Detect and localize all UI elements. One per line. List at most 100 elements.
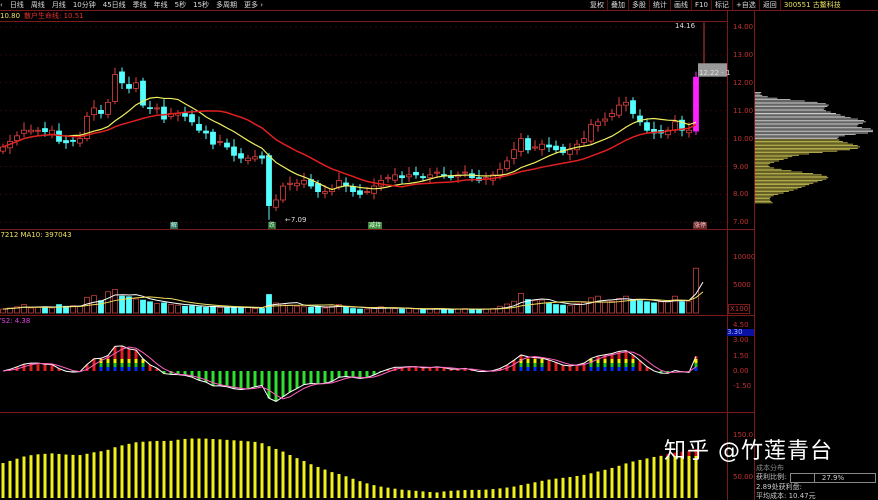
oscillator-bar	[316, 371, 320, 384]
bottom-bar	[281, 451, 285, 498]
bottom-bar	[134, 442, 138, 498]
candle-body	[602, 118, 608, 122]
bottom-bar	[155, 440, 159, 498]
oscillator-bar	[36, 363, 40, 371]
event-tag[interactable]: 跌	[268, 222, 277, 229]
volume-bar	[189, 305, 195, 314]
volume-bar	[637, 300, 643, 314]
oscillator-band	[603, 367, 607, 371]
action-button[interactable]: 复权	[587, 0, 608, 10]
bottom-bar	[491, 489, 495, 498]
oscillator-band	[141, 367, 145, 371]
candle-body	[399, 175, 405, 179]
bottom-bar	[274, 448, 278, 498]
axis-tick-label: 12.00	[733, 78, 754, 87]
event-tag[interactable]: 减持	[368, 222, 383, 229]
oscillator-band	[519, 363, 523, 367]
volume-bar	[224, 307, 230, 314]
action-button[interactable]: 标记	[712, 0, 733, 10]
candle-body	[189, 114, 195, 123]
candle-body	[84, 115, 90, 139]
period-tab[interactable]: 多周期	[216, 1, 238, 9]
bottom-bar	[659, 456, 663, 498]
bottom-bar-top	[694, 449, 698, 456]
candle-body	[98, 110, 104, 114]
period-tab[interactable]: 年线	[153, 1, 168, 9]
candle-body	[392, 174, 398, 181]
bottom-bar	[673, 456, 677, 498]
candle-body	[350, 186, 356, 193]
period-tab[interactable]: 10分钟	[72, 1, 96, 9]
oscillator-bar	[547, 359, 551, 371]
oscillator-bar	[659, 371, 663, 374]
action-button[interactable]: 多股	[629, 0, 650, 10]
period-tab[interactable]: 更多 ›	[244, 1, 264, 9]
oscillator-band	[540, 359, 544, 363]
candle-body	[210, 131, 216, 145]
oscillator-band	[596, 363, 600, 367]
oscillator-bar	[218, 371, 222, 386]
candle-body	[154, 107, 160, 110]
period-tab[interactable]: 月线	[51, 1, 66, 9]
bottom-bar	[309, 464, 313, 498]
bottom-bar	[568, 477, 572, 498]
event-tag[interactable]: 涨停	[693, 222, 708, 229]
oscillator-bar	[372, 371, 376, 376]
volume-bar	[539, 299, 545, 314]
candle-body	[91, 107, 97, 116]
candle-body	[273, 199, 279, 208]
bottom-bar	[645, 458, 649, 498]
volume-bar	[364, 308, 370, 314]
action-button[interactable]: 返回	[760, 0, 781, 10]
bottom-bar	[176, 439, 180, 498]
oscillator-bar	[295, 371, 299, 389]
bottom-bar	[519, 485, 523, 498]
period-tab[interactable]: 日线	[9, 1, 24, 9]
oscillator-bar	[358, 371, 362, 379]
candle-body	[266, 155, 272, 206]
action-button[interactable]: 统计	[650, 0, 671, 10]
action-button[interactable]: 叠加	[608, 0, 629, 10]
period-tab[interactable]: 季线	[132, 1, 147, 9]
volume-bar	[126, 296, 132, 314]
oscillator-band	[624, 359, 628, 363]
candle-body	[112, 74, 118, 102]
bottom-bar	[582, 474, 586, 498]
period-tab[interactable]: 45日线	[102, 1, 126, 9]
bottom-bar	[638, 459, 642, 498]
volume-bar	[616, 298, 622, 314]
bottom-bar	[120, 445, 124, 498]
oscillator-band	[134, 359, 138, 363]
action-button[interactable]: F10	[692, 0, 712, 10]
period-tab[interactable]: 周线	[30, 1, 45, 9]
candle-body	[203, 130, 209, 134]
oscillator-band	[610, 359, 614, 363]
oscillator-bar	[470, 369, 474, 371]
oscillator-band	[694, 359, 698, 363]
candle-body	[196, 123, 202, 131]
bottom-bar	[29, 455, 33, 498]
event-tag[interactable]: 解	[170, 222, 179, 229]
volume-bar	[49, 307, 55, 314]
oscillator-bar	[365, 371, 369, 378]
oscillator-band	[540, 363, 544, 367]
bottom-bar	[379, 486, 383, 498]
bottom-bar	[113, 447, 117, 498]
candle-body	[322, 191, 328, 194]
period-tab[interactable]: 15秒	[193, 1, 210, 9]
oscillator-bar	[582, 363, 586, 371]
action-button[interactable]: 画线	[671, 0, 692, 10]
candle-body	[63, 140, 69, 144]
profit-bar: 27.9%	[790, 473, 876, 483]
period-tab[interactable]: 5秒	[174, 1, 187, 9]
oscillator-band	[694, 367, 698, 371]
candle-body	[406, 174, 412, 178]
bottom-bar	[624, 463, 628, 498]
oscillator-label: YS2: 4.38	[0, 317, 31, 325]
action-button[interactable]: +自选	[733, 0, 760, 10]
oscillator-band	[127, 359, 131, 363]
bottom-bar	[407, 490, 411, 498]
period-tab[interactable]: ‹	[0, 1, 3, 9]
oscillator-bar	[449, 369, 453, 371]
